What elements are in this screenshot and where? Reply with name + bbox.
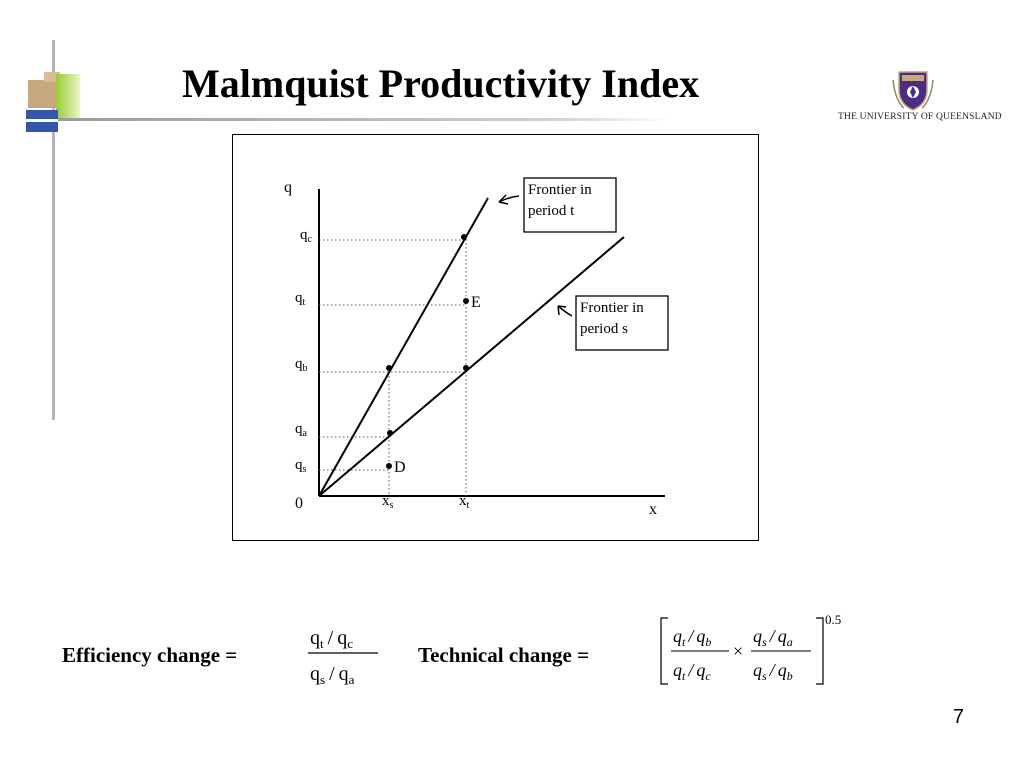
frontier-t-callout (523, 177, 617, 233)
arrow-t-icon (498, 194, 520, 205)
efficiency-fraction: qt / qc qs / qa (308, 627, 378, 687)
point-d-label: D (394, 459, 406, 476)
page-number: 7 (952, 706, 964, 728)
right-bracket (816, 617, 824, 685)
university-name: THE UNIVERSITY OF QUEENSLAND (838, 112, 1002, 122)
left-bracket (660, 617, 668, 685)
frontier-s-line (318, 236, 625, 497)
deco-tan-square (28, 80, 60, 108)
frontier-s-label-line1: Frontier in (580, 300, 644, 316)
tech-frac2-numerator: qs / qa (753, 626, 793, 649)
efficiency-change-label: Efficiency change = (62, 643, 238, 667)
point-b-t (386, 365, 392, 371)
origin-label: 0 (295, 495, 303, 512)
y-tick-qb: qb (295, 356, 308, 374)
efficiency-numerator: qt / qc (310, 627, 353, 651)
point-e (463, 298, 469, 304)
crest-icon (892, 71, 934, 111)
deco-tan-square-small (44, 72, 60, 82)
x-tick-xs: xs (382, 493, 394, 511)
technical-change-label: Technical change = (418, 643, 590, 667)
deco-green-square (56, 74, 80, 118)
tech-frac1-numerator: qt / qb (673, 626, 711, 649)
diagram-svg: E D q x 0 qc qt qb qa qs xs xt Frontier … (284, 177, 669, 518)
deco-blue-bar-stripe (26, 119, 58, 122)
frontier-t-line (318, 197, 489, 497)
productivity-diagram: E D q x 0 qc qt qb qa qs xs xt Frontier … (232, 134, 759, 541)
tech-frac1-denominator: qt / qc (673, 660, 711, 683)
tech-frac2-denominator: qs / qb (753, 660, 793, 683)
point-a (387, 430, 393, 436)
frontier-t-label-line1: Frontier in (528, 182, 592, 198)
technical-fraction: 0.5 qt / qb qt / qc × qs / qa qs / qb (660, 612, 841, 685)
university-logo: THE UNIVERSITY OF QUEENSLAND (838, 70, 1002, 126)
efficiency-denominator: qs / qa (310, 663, 355, 687)
y-tick-qt: qt (295, 290, 306, 308)
x-axis-label: x (649, 501, 657, 518)
y-tick-qs: qs (295, 457, 307, 475)
technical-exponent: 0.5 (825, 612, 841, 627)
deco-horizontal-line (52, 118, 672, 121)
y-tick-qa: qa (295, 421, 308, 439)
times-sign: × (733, 641, 743, 661)
frontier-s-callout (575, 295, 669, 351)
arrow-s-icon (557, 305, 573, 317)
y-axis-label: q (284, 179, 292, 196)
point-e-label: E (471, 294, 481, 311)
x-tick-xt: xt (459, 493, 470, 511)
frontier-t-label-line2: period t (528, 203, 575, 219)
y-tick-qc: qc (300, 227, 313, 245)
point-c (461, 234, 467, 240)
deco-vertical-line (52, 40, 55, 420)
slide-title: Malmquist Productivity Index (182, 61, 700, 106)
point-b-s (463, 365, 469, 371)
frontier-s-label-line2: period s (580, 321, 628, 337)
point-d (386, 463, 392, 469)
